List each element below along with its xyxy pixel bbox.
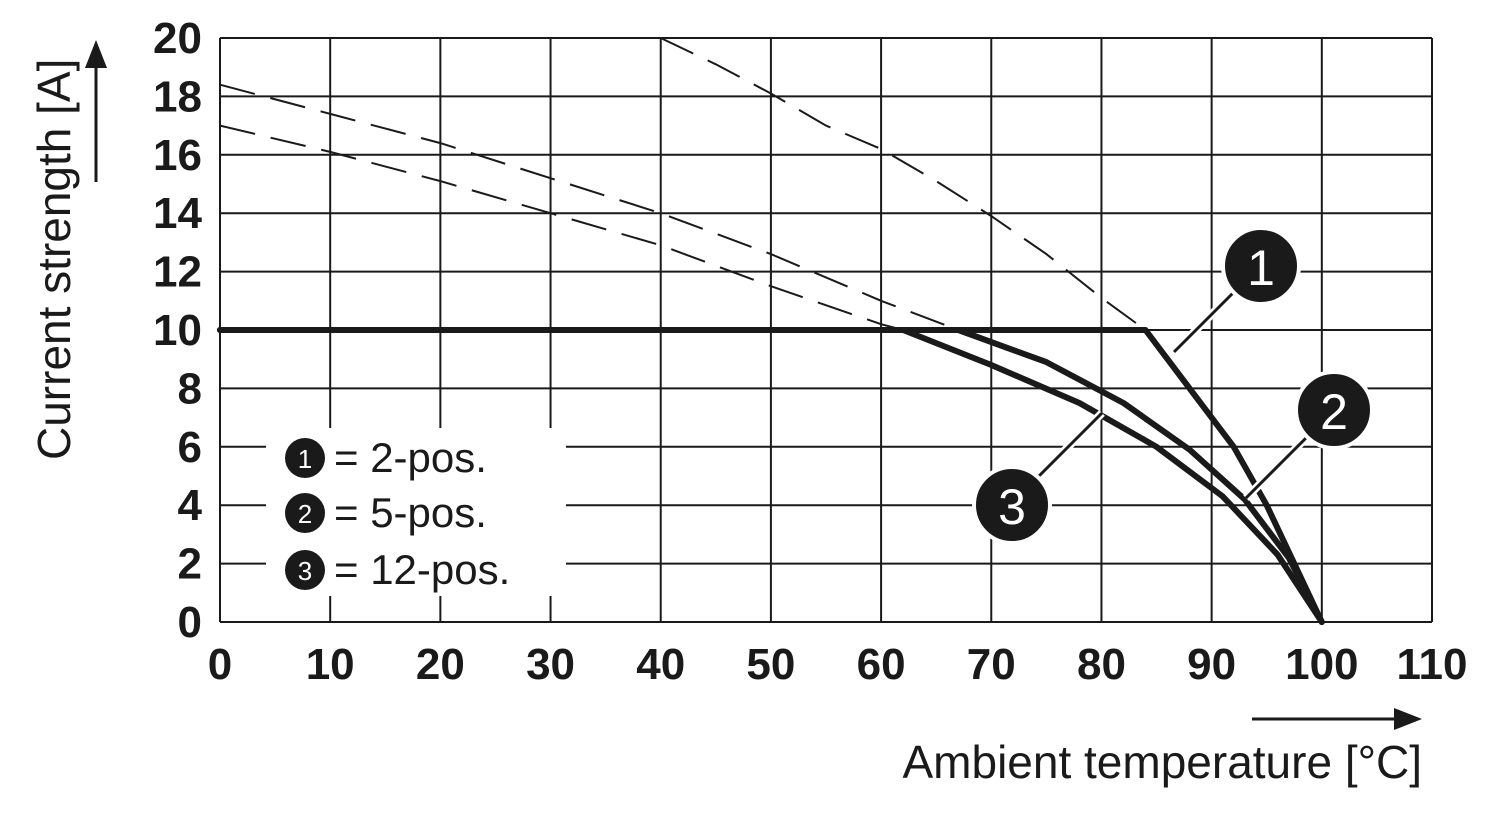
legend-label-3: = 12-pos. xyxy=(334,546,510,593)
callout-3: 3 xyxy=(972,410,1105,545)
y-tick-label-6: 12 xyxy=(153,248,202,297)
callout-1-label: 1 xyxy=(1247,240,1275,296)
legend-marker-3-label: 3 xyxy=(298,556,312,586)
x-tick-label-9: 90 xyxy=(1187,640,1236,689)
callout-2-label: 2 xyxy=(1320,384,1348,440)
y-tick-label-0: 0 xyxy=(178,598,202,647)
callout-2-badge xyxy=(1294,370,1374,450)
y-tick-label-5: 10 xyxy=(153,306,202,355)
x-tick-label-0: 0 xyxy=(208,640,232,689)
dashed-curves xyxy=(219,37,1147,331)
series-3-dashed-line xyxy=(219,124,904,331)
legend-label-1: = 2-pos. xyxy=(334,434,487,481)
x-tick-label-4: 40 xyxy=(636,640,685,689)
x-tick-label-1: 10 xyxy=(306,640,355,689)
series-1-dashed-line xyxy=(660,37,1147,331)
series-2-dashed-line xyxy=(219,83,959,331)
y-tick-label-10: 20 xyxy=(153,14,202,63)
legend-marker-3 xyxy=(285,550,325,590)
x-tick-label-7: 70 xyxy=(967,640,1016,689)
x-tick-label-2: 20 xyxy=(416,640,465,689)
legend-item-3: 3 = 12-pos. xyxy=(285,546,510,593)
legend: 1 = 2-pos. 2 = 5-pos. 3 = 12-pos. xyxy=(266,428,566,596)
y-tick-label-8: 16 xyxy=(153,131,202,180)
y-axis-label: Current strength [A] xyxy=(28,59,80,460)
x-tick-label-6: 60 xyxy=(857,640,906,689)
limited-curves xyxy=(217,327,1325,625)
callout-1-badge xyxy=(1221,226,1301,306)
y-tick-label-1: 2 xyxy=(178,540,202,589)
x-tick-label-11: 110 xyxy=(1397,640,1468,689)
x-tick-label-8: 80 xyxy=(1077,640,1126,689)
y-axis-arrow xyxy=(85,40,107,182)
callout-3-leader-line xyxy=(1034,411,1104,481)
series-3-limited-line xyxy=(217,327,1325,625)
callout-2-leader-line xyxy=(1244,432,1312,500)
y-tick-label-3: 6 xyxy=(178,423,202,472)
y-tick-label-4: 8 xyxy=(178,364,202,413)
callout-2: 2 xyxy=(1243,370,1374,501)
legend-item-1: 1 = 2-pos. xyxy=(285,434,487,481)
callout-1: 1 xyxy=(1171,226,1301,355)
y-tick-label-9: 18 xyxy=(153,72,202,121)
x-tick-label-10: 100 xyxy=(1285,640,1358,689)
callout-1-leader-line xyxy=(1172,288,1238,354)
x-tick-label-5: 50 xyxy=(746,640,795,689)
legend-marker-2-label: 2 xyxy=(298,499,312,529)
callout-3-badge xyxy=(972,465,1052,545)
x-axis-arrow xyxy=(1252,708,1422,730)
legend-marker-2 xyxy=(285,493,325,533)
series-2-limited-line xyxy=(217,327,1325,625)
legend-marker-1-label: 1 xyxy=(298,444,312,474)
x-axis-label: Ambient temperature [°C] xyxy=(903,736,1423,788)
y-tick-label-2: 4 xyxy=(178,481,203,530)
legend-item-2: 2 = 5-pos. xyxy=(285,489,487,536)
legend-label-2: = 5-pos. xyxy=(334,489,487,536)
legend-marker-1 xyxy=(285,438,325,478)
tick-labels: 0 10 20 30 40 50 60 70 80 90 100 110024681012141618… xyxy=(153,14,1467,689)
callout-3-label: 3 xyxy=(998,479,1026,535)
x-tick-label-3: 30 xyxy=(526,640,575,689)
y-tick-label-7: 14 xyxy=(153,189,202,238)
